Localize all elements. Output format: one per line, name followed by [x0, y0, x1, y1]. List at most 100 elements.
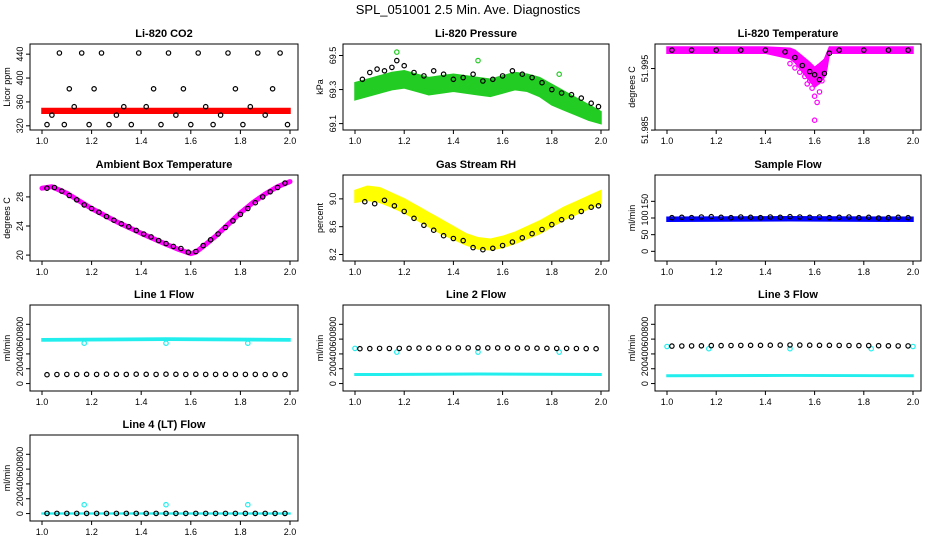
series-black-points-point — [252, 510, 259, 517]
series-black-points-point — [56, 50, 63, 56]
x-tick-label: 1.2 — [85, 397, 98, 407]
x-tick-label: 1.6 — [185, 527, 198, 537]
series-black-points-point — [163, 510, 169, 517]
series-black-points-point — [193, 248, 199, 255]
x-tick-label: 2.0 — [907, 136, 920, 146]
series-black-points-point — [126, 223, 132, 230]
y-axis-label: ml/min — [627, 335, 637, 362]
series-black-points-point — [148, 234, 154, 240]
series-black-points-point — [588, 100, 595, 107]
series-black-points-point — [865, 214, 872, 221]
series-black-points-point — [371, 200, 378, 207]
series-black-points-point — [386, 345, 393, 352]
series-black-points-point — [588, 204, 595, 211]
x-tick-label: 1.2 — [710, 136, 723, 146]
series-black-points-point — [170, 243, 177, 250]
series-green-band — [354, 70, 602, 125]
series-black-points-point — [222, 371, 229, 378]
y-axis-label: degrees C — [2, 197, 12, 239]
series-black-points-point — [737, 342, 744, 349]
series-black-points-point — [401, 62, 408, 69]
series-black-points-point — [698, 342, 705, 349]
series-black-points-point — [430, 68, 437, 74]
x-tick-label: 1.4 — [759, 397, 772, 407]
series-black-points-point — [153, 510, 159, 517]
y-tick-label: 600 — [328, 332, 338, 347]
x-tick-label: 1.0 — [661, 267, 674, 277]
series-black-points-point — [669, 343, 675, 349]
panel-li-820-co2: Li-820 CO2 1.0 1.2 1.4 1.6 1.8 2.0 320 360 400 440… — [2, 28, 299, 146]
series-black-points-point — [475, 344, 481, 351]
series-black-points-point — [905, 47, 911, 53]
series-black-points-point — [193, 371, 199, 378]
series-magenta-points-point — [821, 68, 828, 75]
x-tick-label: 1.6 — [496, 397, 509, 407]
series-black-points-point — [465, 345, 472, 351]
series-black-points-point — [71, 103, 78, 110]
y-tick-label: 600 — [15, 332, 25, 347]
series-black-points-point — [262, 510, 269, 517]
series-black-points-point — [728, 342, 734, 349]
panel-title: Ambient Box Temperature — [96, 159, 233, 171]
series-black-points-point — [529, 230, 535, 237]
series-black-points-point — [163, 240, 169, 247]
y-tick-label: 440 — [15, 47, 25, 62]
series-black-points-point — [816, 214, 823, 220]
series-black-points-point — [568, 91, 575, 98]
y-tick-label: 0 — [15, 381, 25, 386]
y-tick-label: 200 — [15, 361, 25, 376]
data-layer — [39, 179, 293, 257]
series-black-points-point — [816, 76, 823, 83]
series-black-points-point — [529, 74, 535, 81]
x-tick-label: 1.4 — [135, 267, 148, 277]
series-magenta-points-point — [814, 99, 820, 106]
series-black-points-point — [534, 345, 540, 352]
series-black-points-point — [445, 345, 452, 351]
series-black-points-point — [259, 194, 266, 200]
series-black-points-point — [267, 189, 274, 195]
series-black-points-point — [140, 231, 147, 237]
series-black-points-point — [595, 103, 602, 110]
x-tick-label: 1.2 — [85, 267, 98, 277]
series-black-points-point — [272, 510, 278, 517]
x-tick-label: 1.6 — [496, 136, 509, 146]
series-black-points-point — [826, 342, 833, 349]
y-tick-label: 400 — [15, 71, 25, 86]
series-black-points-point — [718, 214, 724, 221]
series-black-points-point — [885, 47, 892, 53]
y-tick-label: 20 — [15, 250, 25, 260]
series-magenta-points-point — [811, 93, 818, 100]
series-black-points-point — [593, 345, 599, 352]
series-black-points-point — [202, 371, 209, 378]
series-black-points-point — [207, 237, 214, 243]
series-black-points-point — [366, 69, 373, 76]
series-green-points-point — [393, 49, 400, 55]
x-tick-label: 1.0 — [36, 267, 49, 277]
panel-title: Li-820 CO2 — [135, 28, 192, 40]
series-black-points-point — [885, 342, 892, 349]
x-tick-label: 1.4 — [135, 397, 148, 407]
x-tick-label: 1.2 — [710, 397, 723, 407]
x-tick-label: 1.4 — [135, 136, 148, 146]
series-cyan-points-point — [163, 501, 169, 508]
series-black-points-point — [185, 249, 192, 256]
series-black-points-point — [359, 76, 366, 83]
y-tick-label: 800 — [328, 317, 338, 332]
series-black-points-point — [93, 510, 100, 517]
series-black-points-point — [277, 50, 283, 56]
plot-frame — [342, 174, 610, 262]
series-black-points-point — [73, 371, 80, 378]
series-black-points-point — [499, 242, 506, 249]
series-black-points-point — [230, 218, 236, 224]
y-tick-label: 8.6 — [328, 220, 338, 233]
series-black-points-point — [88, 205, 95, 212]
series-black-points-point — [836, 47, 843, 53]
series-black-points-point — [678, 214, 685, 221]
series-black-points-point — [856, 342, 862, 349]
x-tick-label: 2.0 — [595, 397, 608, 407]
series-black-points-point — [440, 71, 447, 78]
y-axis-label: ml/min — [2, 335, 12, 362]
y-tick-label: 0 — [328, 381, 338, 386]
x-tick-label: 1.2 — [398, 397, 411, 407]
series-black-points-point — [558, 90, 565, 96]
